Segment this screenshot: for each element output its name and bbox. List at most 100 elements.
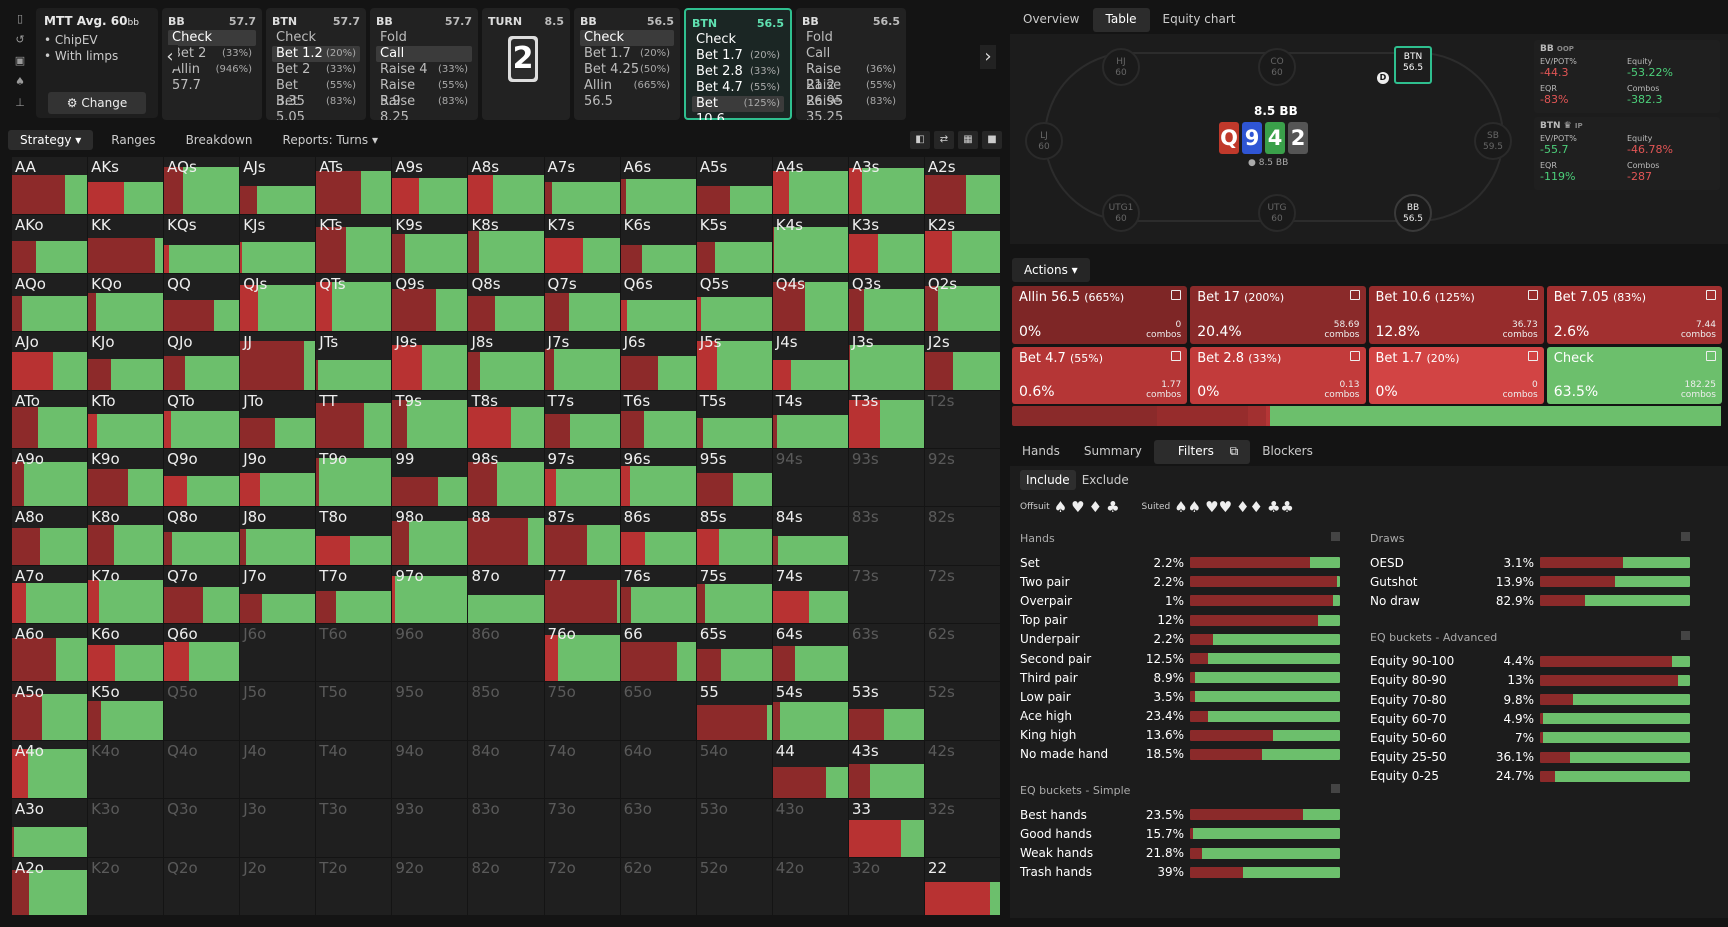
tab-table[interactable]: Table <box>1092 8 1150 32</box>
hand-cell[interactable]: AA <box>12 157 88 215</box>
hand-cell[interactable]: T6s <box>620 390 696 448</box>
hand-cell[interactable]: 86s <box>620 507 696 565</box>
details-icon[interactable] <box>1527 290 1538 300</box>
hand-cell[interactable]: KTo <box>88 390 164 448</box>
hand-cell[interactable]: A5s <box>696 157 772 215</box>
hand-cell[interactable]: 88 <box>468 507 544 565</box>
filter-row[interactable]: Equity 25-50 36.1% <box>1370 748 1690 767</box>
hand-cell[interactable]: Q9s <box>392 273 468 332</box>
hand-cell[interactable]: 96o <box>392 624 468 682</box>
action-tile[interactable]: Bet 2.8 (33%) 0% 0.13 combos <box>1190 346 1366 404</box>
hand-cell[interactable]: A6o <box>12 624 88 682</box>
view-grid-icon[interactable]: ▦ <box>958 131 978 149</box>
view-full-icon[interactable]: ■ <box>982 131 1002 149</box>
hand-cell[interactable]: A9o <box>12 448 88 507</box>
filter-row[interactable]: Equity 80-90 13% <box>1370 671 1690 690</box>
hand-cell[interactable]: K7o <box>88 565 164 624</box>
hand-cell[interactable]: K6o <box>88 624 164 682</box>
hand-cell[interactable]: 95o <box>392 682 468 740</box>
seat-lj[interactable]: LJ 60 <box>1025 122 1063 160</box>
hand-cell[interactable]: 86o <box>468 624 544 682</box>
decision-node-btn[interactable]: BTN 56.5 Check Bet 1.7 (20%) Bet 2.8 (33%) Bet … <box>684 8 792 120</box>
hand-cell[interactable]: T9o <box>316 448 392 507</box>
hand-cell[interactable]: 53o <box>696 799 772 857</box>
hand-cell[interactable]: 53s <box>848 682 924 740</box>
hand-cell[interactable]: KQs <box>164 215 240 273</box>
hand-cell[interactable]: 85o <box>468 682 544 740</box>
hand-cell[interactable]: 42o <box>772 857 848 915</box>
filter-row[interactable]: Ace high 23.4% <box>1020 707 1340 726</box>
hand-cell[interactable]: 32o <box>848 857 924 915</box>
history-icon[interactable]: ↺ <box>15 33 25 46</box>
hand-cell[interactable]: 84s <box>772 507 848 565</box>
turn-card-node[interactable]: TURN 8.5 2 <box>482 8 570 120</box>
hand-cell[interactable]: Q2s <box>924 273 1000 332</box>
hand-cell[interactable]: K2s <box>924 215 1000 273</box>
hand-cell[interactable]: K6s <box>620 215 696 273</box>
decision-option[interactable]: Bet 1.7 (20%) <box>584 46 670 61</box>
hand-cell[interactable]: ATs <box>316 157 392 215</box>
hand-cell[interactable]: J9s <box>392 332 468 390</box>
hand-cell[interactable]: T3o <box>316 799 392 857</box>
hand-cell[interactable]: 54s <box>772 682 848 740</box>
heart-icon[interactable]: ♥ <box>1071 498 1085 516</box>
tab-overview[interactable]: Overview <box>1023 12 1080 26</box>
suited-heart-icon[interactable]: ♥♥ <box>1205 498 1233 516</box>
filter-row[interactable]: Equity 90-100 4.4% <box>1370 652 1690 671</box>
hand-cell[interactable]: 64s <box>772 624 848 682</box>
decision-option[interactable]: Check <box>696 32 736 47</box>
hand-cell[interactable]: JJ <box>240 332 316 390</box>
seat-bb[interactable]: BB 56.5 <box>1394 194 1432 232</box>
hand-cell[interactable]: T9s <box>392 390 468 448</box>
hand-cell[interactable]: 72s <box>924 565 1000 624</box>
tab-equity-chart[interactable]: Equity chart <box>1162 12 1236 26</box>
details-icon[interactable] <box>1171 290 1182 300</box>
decision-option[interactable]: Raise 35.25 (83%) <box>806 94 896 120</box>
hand-cell[interactable]: J8o <box>240 507 316 565</box>
filter-row[interactable]: Overpair 1% <box>1020 591 1340 610</box>
hand-cell[interactable]: 55 <box>696 682 772 740</box>
diamond-icon[interactable]: ♦ <box>1088 498 1103 516</box>
hand-cell[interactable]: K8o <box>88 507 164 565</box>
decision-option[interactable]: Call <box>376 46 472 62</box>
club-icon[interactable]: ♣ <box>1106 498 1120 516</box>
exclude-toggle[interactable]: Exclude <box>1081 473 1129 487</box>
seat-btn[interactable]: BTN 56.5 <box>1394 46 1432 84</box>
hand-cell[interactable]: KTs <box>316 215 392 273</box>
hand-cell[interactable]: 42s <box>924 740 1000 799</box>
hand-cell[interactable]: 87s <box>544 507 620 565</box>
view-compact-icon[interactable]: ⇄ <box>934 131 954 149</box>
tab-blockers[interactable]: Blockers <box>1262 444 1313 458</box>
decision-option[interactable]: Fold <box>380 30 407 45</box>
hand-cell[interactable]: 62o <box>620 857 696 915</box>
hand-cell[interactable]: T7s <box>544 390 620 448</box>
hand-cell[interactable]: 83o <box>468 799 544 857</box>
hand-cell[interactable]: A6s <box>620 157 696 215</box>
filter-row[interactable]: Equity 70-80 9.8% <box>1370 690 1690 709</box>
hand-cell[interactable]: 33 <box>848 799 924 857</box>
decision-node-bb[interactable]: BB 57.7 Check Bet 2 (33%) Allin 57.7 (946%) <box>162 8 262 120</box>
save-icon[interactable]: ▣ <box>14 54 26 67</box>
seat-sb[interactable]: SB 59.5 <box>1474 122 1512 160</box>
hand-cell[interactable]: Q8o <box>164 507 240 565</box>
hand-cell[interactable]: 96s <box>620 448 696 507</box>
hand-cell[interactable]: 44 <box>772 740 848 799</box>
details-icon[interactable] <box>1349 350 1360 361</box>
hand-cell[interactable]: Q4s <box>772 273 848 332</box>
seat-hj[interactable]: HJ 60 <box>1102 48 1140 86</box>
hand-cell[interactable]: Q7o <box>164 565 240 624</box>
hand-cell[interactable]: KJo <box>88 332 164 390</box>
filter-row[interactable]: Equity 50-60 7% <box>1370 728 1690 747</box>
hand-cell[interactable]: 82o <box>468 857 544 915</box>
hand-cell[interactable]: K9o <box>88 448 164 507</box>
hand-cell[interactable]: 77 <box>544 565 620 624</box>
bookmark-icon[interactable]: ▯ <box>16 12 24 25</box>
hand-cell[interactable]: J6o <box>240 624 316 682</box>
hand-cell[interactable]: 82s <box>924 507 1000 565</box>
details-icon[interactable] <box>1527 350 1538 361</box>
hand-cell[interactable]: 75o <box>544 682 620 740</box>
filter-row[interactable]: Gutshot 13.9% <box>1370 572 1690 591</box>
hand-cell[interactable]: K3s <box>848 215 924 273</box>
decision-option[interactable]: Check <box>276 30 316 45</box>
reports-dropdown[interactable]: Reports: Turns ▾ <box>282 133 378 147</box>
